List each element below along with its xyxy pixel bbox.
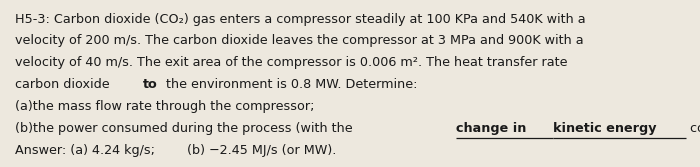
Text: velocity of 40 m/s. The exit area of the compressor is 0.006 m². The heat transf: velocity of 40 m/s. The exit area of the… (15, 56, 572, 69)
Text: the environment is 0.8 MW. Determine:: the environment is 0.8 MW. Determine: (162, 78, 417, 91)
Text: Answer: (a) 4.24 kg/s;        (b) −2.45 MJ/s (or MW).: Answer: (a) 4.24 kg/s; (b) −2.45 MJ/s (o… (15, 144, 337, 157)
Text: velocity of 200 m/s. The carbon dioxide leaves the compressor at 3 MPa and 900K : velocity of 200 m/s. The carbon dioxide … (15, 34, 584, 47)
Text: (b)the power consumed during the process (with the: (b)the power consumed during the process… (15, 122, 357, 135)
Text: considered).: considered). (687, 122, 700, 135)
Text: H5-3: Carbon dioxide (CO₂) gas enters a compressor steadily at 100 KPa and 540K : H5-3: Carbon dioxide (CO₂) gas enters a … (15, 13, 586, 26)
Text: change in: change in (456, 122, 531, 135)
Text: (a)the mass flow rate through the compressor;: (a)the mass flow rate through the compre… (15, 100, 315, 113)
Text: carbon dioxide: carbon dioxide (15, 78, 114, 91)
Text: kinetic energy: kinetic energy (553, 122, 657, 135)
Text: to: to (143, 78, 158, 91)
